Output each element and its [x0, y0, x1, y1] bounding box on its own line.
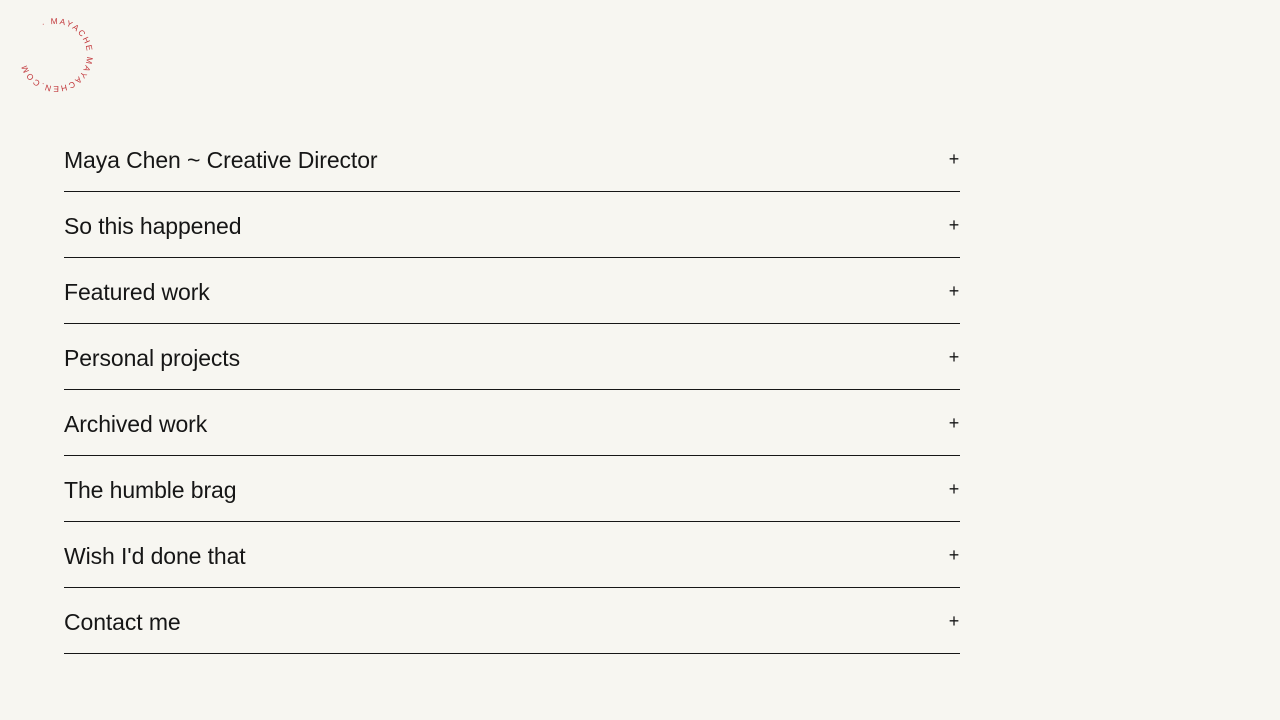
accordion-item[interactable]: Wish I'd done that + [64, 522, 960, 588]
accordion-menu: Maya Chen ~ Creative Director + So this ha… [64, 126, 960, 654]
plus-icon[interactable]: + [948, 611, 960, 631]
plus-icon[interactable]: + [948, 281, 960, 301]
plus-icon[interactable]: + [948, 215, 960, 235]
accordion-item[interactable]: Maya Chen ~ Creative Director + [64, 126, 960, 192]
accordion-item-label: Personal projects [64, 345, 240, 371]
accordion-item-label: Wish I'd done that [64, 543, 246, 569]
accordion-item[interactable]: Archived work + [64, 390, 960, 456]
plus-icon[interactable]: + [948, 149, 960, 169]
plus-icon[interactable]: + [948, 545, 960, 565]
accordion-item-label: So this happened [64, 213, 242, 239]
circular-logo: · MAYACHE MAYACHEN.COM [19, 16, 96, 94]
svg-text:· MAYACHE MAYACHEN.COM: · MAYACHE MAYACHEN.COM [19, 16, 96, 94]
plus-icon[interactable]: + [948, 413, 960, 433]
accordion-item[interactable]: Contact me + [64, 588, 960, 654]
accordion-item-label: Maya Chen ~ Creative Director [64, 147, 378, 173]
accordion-item-label: The humble brag [64, 477, 237, 503]
plus-icon[interactable]: + [948, 347, 960, 367]
accordion-item-label: Featured work [64, 279, 210, 305]
accordion-item-label: Archived work [64, 411, 208, 437]
accordion-item[interactable]: Featured work + [64, 258, 960, 324]
accordion-item[interactable]: So this happened + [64, 192, 960, 258]
plus-icon[interactable]: + [948, 479, 960, 499]
accordion-item-label: Contact me [64, 609, 181, 635]
accordion-item[interactable]: Personal projects + [64, 324, 960, 390]
logo-link[interactable]: · MAYACHE MAYACHEN.COM [16, 15, 96, 95]
accordion-item[interactable]: The humble brag + [64, 456, 960, 522]
